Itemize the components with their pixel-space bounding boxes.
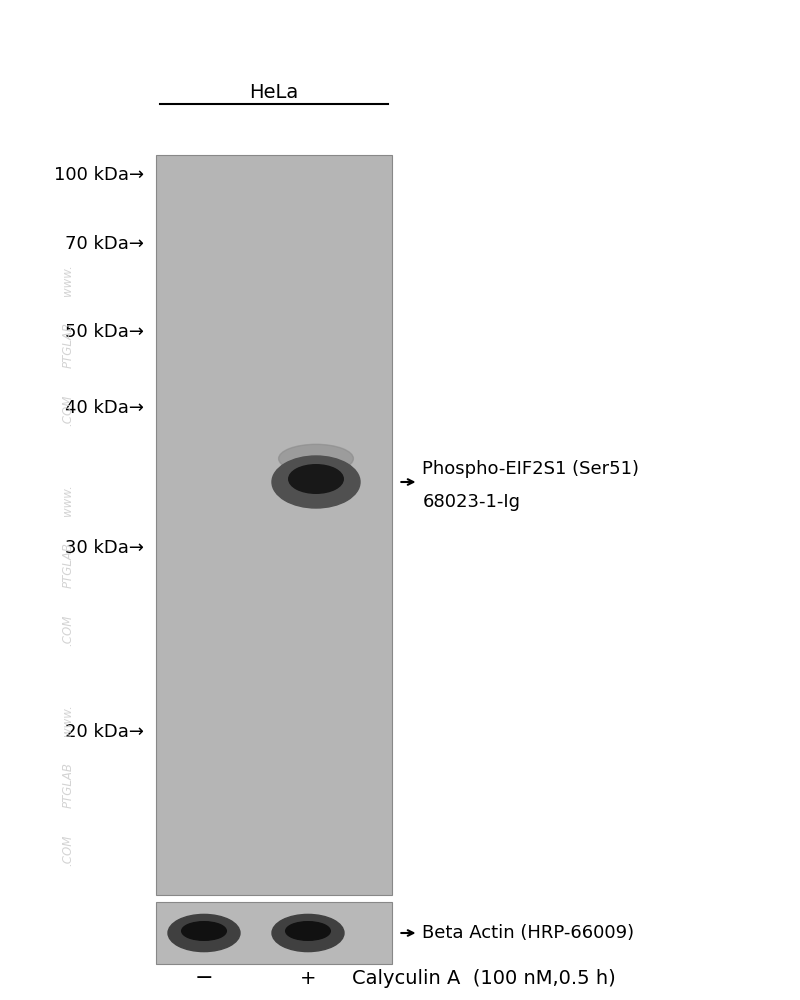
Text: Phospho-EIF2S1 (Ser51): Phospho-EIF2S1 (Ser51) <box>422 460 639 478</box>
Text: .COM: .COM <box>62 834 74 866</box>
Text: HeLa: HeLa <box>250 83 298 102</box>
Ellipse shape <box>272 914 344 952</box>
Ellipse shape <box>289 465 343 493</box>
Text: +: + <box>300 968 316 988</box>
Text: PTGLAB: PTGLAB <box>62 322 74 368</box>
Text: 50 kDa→: 50 kDa→ <box>65 323 144 341</box>
Text: PTGLAB: PTGLAB <box>62 762 74 808</box>
Ellipse shape <box>182 922 226 940</box>
Ellipse shape <box>286 922 330 940</box>
Text: Calyculin A  (100 nM,0.5 h): Calyculin A (100 nM,0.5 h) <box>352 968 616 988</box>
Text: 40 kDa→: 40 kDa→ <box>65 399 144 417</box>
Text: 20 kDa→: 20 kDa→ <box>65 723 144 741</box>
Ellipse shape <box>272 456 360 508</box>
Text: www.: www. <box>62 704 74 736</box>
Text: www.: www. <box>62 484 74 516</box>
Text: 70 kDa→: 70 kDa→ <box>65 235 144 253</box>
Text: Beta Actin (HRP-66009): Beta Actin (HRP-66009) <box>422 924 634 942</box>
Text: PTGLAB: PTGLAB <box>62 542 74 588</box>
Text: 30 kDa→: 30 kDa→ <box>65 539 144 557</box>
Text: 68023-1-Ig: 68023-1-Ig <box>422 493 521 511</box>
Bar <box>156 902 392 964</box>
Text: .COM: .COM <box>62 614 74 646</box>
Text: 100 kDa→: 100 kDa→ <box>54 166 144 184</box>
Ellipse shape <box>168 914 240 952</box>
Text: www.: www. <box>62 264 74 296</box>
Bar <box>156 155 392 895</box>
Ellipse shape <box>278 444 354 473</box>
Text: .COM: .COM <box>62 394 74 426</box>
Text: −: − <box>194 968 214 988</box>
